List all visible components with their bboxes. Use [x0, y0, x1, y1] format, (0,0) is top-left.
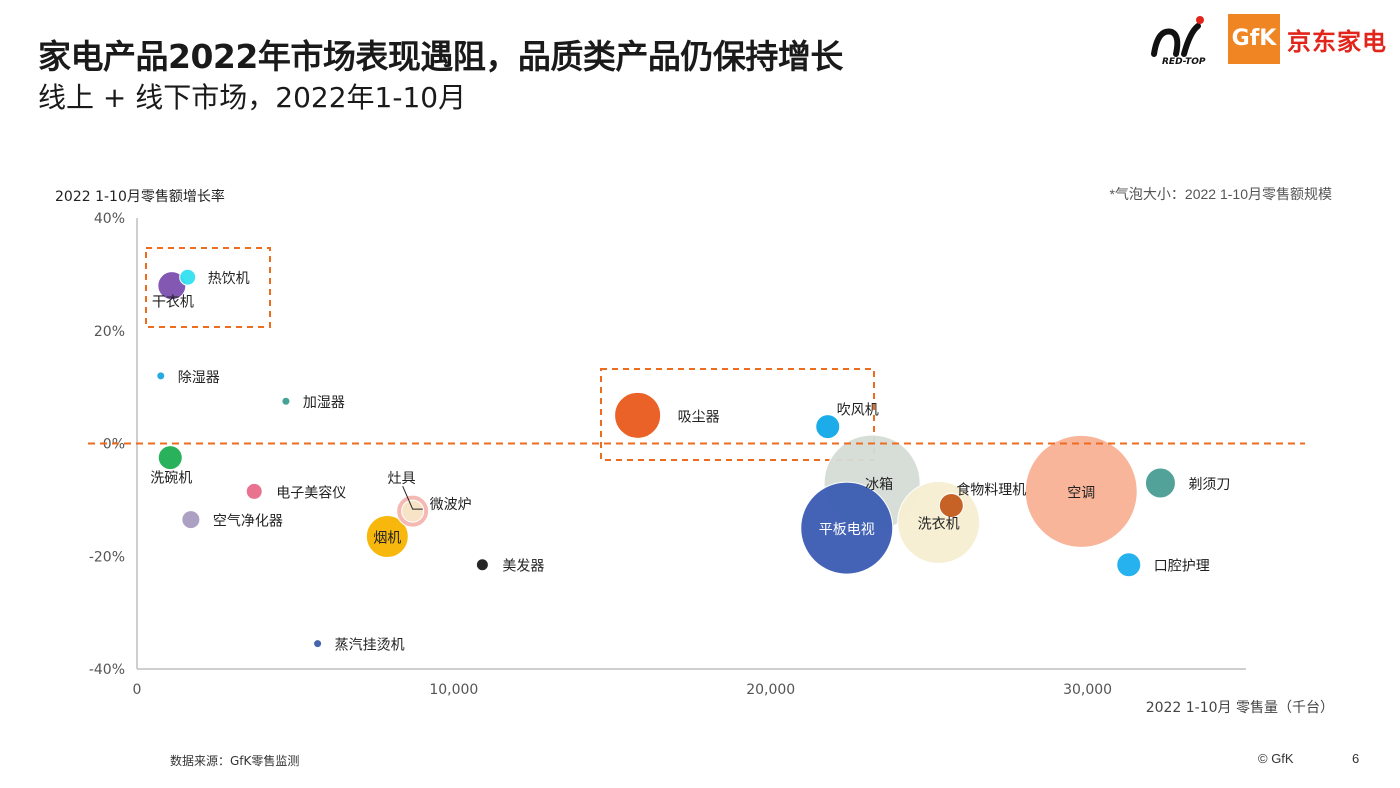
label-美发器: 美发器 — [502, 559, 544, 575]
page-number: 6 — [1352, 751, 1360, 766]
bubble-size-note: *气泡大小：2022 1-10月零售额规模 — [1109, 186, 1332, 202]
data-source: 数据来源：GfK零售监测 — [170, 754, 300, 768]
label-空调: 空调 — [1067, 485, 1095, 501]
bubble-口腔护理 — [1116, 552, 1142, 578]
label-食物料理机: 食物料理机 — [956, 482, 1026, 499]
label-口腔护理: 口腔护理 — [1154, 559, 1210, 575]
x-tick-label: 0 — [133, 682, 142, 698]
label-吹风机: 吹风机 — [837, 403, 879, 419]
y-axis-label: 2022 1-10月零售额增长率 — [55, 188, 225, 205]
label-吸尘器: 吸尘器 — [678, 409, 720, 425]
label-电子美容仪: 电子美容仪 — [276, 484, 346, 501]
label-除湿器: 除湿器 — [178, 370, 220, 386]
page-subtitle: 线上 + 线下市场，2022年1-10月 — [38, 81, 467, 114]
x-tick-label: 20,000 — [746, 682, 795, 698]
copyright: © GfK — [1258, 751, 1294, 766]
redtop-logo-icon: RED-TOP — [1151, 16, 1206, 66]
label-平板电视: 平板电视 — [819, 522, 875, 538]
label-烟机: 烟机 — [373, 531, 401, 547]
leader-line — [402, 485, 423, 510]
x-tick-label: 10,000 — [429, 682, 478, 698]
x-axis-label: 2022 1-10月 零售量（千台） — [1146, 700, 1334, 716]
y-tick-label: -20% — [89, 549, 125, 565]
bubble-空气净化器 — [181, 510, 201, 530]
bubble-平板电视 — [800, 481, 894, 575]
bubble-剃须刀 — [1144, 467, 1176, 499]
jd-logo: 京东家电 — [1287, 28, 1387, 56]
label-蒸汽挂烫机: 蒸汽挂烫机 — [335, 638, 405, 654]
bubble-干衣机 — [157, 271, 187, 301]
bubble-空调 — [1024, 434, 1138, 548]
gfk-logo-icon: GfK — [1228, 14, 1280, 64]
highlight-box-vacuum — [600, 368, 875, 461]
label-微波炉: 微波炉 — [430, 497, 472, 513]
bubble-微波炉 — [401, 499, 425, 523]
bubble-蒸汽挂烫机 — [313, 639, 323, 649]
label-洗碗机: 洗碗机 — [150, 471, 192, 487]
y-tick-label: -40% — [89, 662, 125, 678]
x-tick-label: 30,000 — [1063, 682, 1112, 698]
label-剃须刀: 剃须刀 — [1188, 477, 1230, 493]
redtop-logo-text: RED-TOP — [1162, 57, 1206, 66]
bubble-热饮机 — [179, 268, 197, 286]
label-空气净化器: 空气净化器 — [213, 514, 283, 530]
bubble-加湿器 — [281, 396, 291, 406]
highlight-box-dryer — [145, 247, 271, 328]
label-灶具: 灶具 — [388, 471, 416, 487]
bubble-电子美容仪 — [245, 482, 263, 500]
bubble-除湿器 — [156, 371, 166, 381]
label-干衣机: 干衣机 — [152, 295, 194, 311]
bubble-烟机 — [365, 515, 409, 559]
label-冰箱: 冰箱 — [865, 477, 893, 493]
label-洗衣机: 洗衣机 — [918, 516, 960, 532]
bubble-吸尘器 — [614, 391, 662, 439]
bubble-吹风机 — [815, 414, 841, 440]
label-热饮机: 热饮机 — [208, 271, 250, 287]
bubble-食物料理机 — [938, 493, 964, 519]
bubble-美发器 — [475, 558, 489, 572]
bubble-洗碗机 — [157, 445, 183, 471]
y-tick-label: 40% — [94, 211, 125, 227]
y-tick-label: 20% — [94, 324, 125, 340]
label-加湿器: 加湿器 — [303, 395, 345, 411]
page-title: 家电产品2022年市场表现遇阻，品质类产品仍保持增长 — [38, 37, 843, 76]
